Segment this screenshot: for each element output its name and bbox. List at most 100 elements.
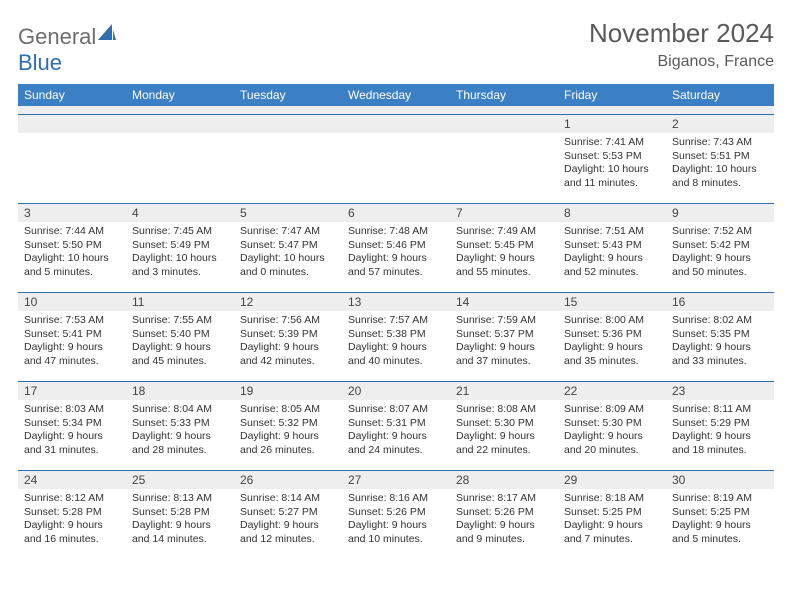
- brand-name-part1: General: [18, 24, 96, 49]
- day-number: 27: [342, 471, 450, 489]
- day-number: 3: [18, 204, 126, 222]
- day-cell: 28Sunrise: 8:17 AMSunset: 5:26 PMDayligh…: [450, 471, 558, 559]
- day-number: [126, 115, 234, 133]
- day-cell: 11Sunrise: 7:55 AMSunset: 5:40 PMDayligh…: [126, 293, 234, 381]
- day-details: Sunrise: 7:48 AMSunset: 5:46 PMDaylight:…: [342, 222, 450, 284]
- weekday-header: Thursday: [450, 84, 558, 106]
- weekday-header: Tuesday: [234, 84, 342, 106]
- day-cell: [342, 115, 450, 203]
- day-cell: 18Sunrise: 8:04 AMSunset: 5:33 PMDayligh…: [126, 382, 234, 470]
- day-details: Sunrise: 8:14 AMSunset: 5:27 PMDaylight:…: [234, 489, 342, 551]
- day-number: 11: [126, 293, 234, 311]
- spacer-row: [18, 106, 774, 114]
- day-number: 28: [450, 471, 558, 489]
- day-cell: [234, 115, 342, 203]
- day-details: Sunrise: 8:13 AMSunset: 5:28 PMDaylight:…: [126, 489, 234, 551]
- day-number: 4: [126, 204, 234, 222]
- day-details: Sunrise: 8:00 AMSunset: 5:36 PMDaylight:…: [558, 311, 666, 373]
- day-details: Sunrise: 7:47 AMSunset: 5:47 PMDaylight:…: [234, 222, 342, 284]
- day-cell: 10Sunrise: 7:53 AMSunset: 5:41 PMDayligh…: [18, 293, 126, 381]
- weekday-header: Saturday: [666, 84, 774, 106]
- day-number: 9: [666, 204, 774, 222]
- day-number: [18, 115, 126, 133]
- day-number: 26: [234, 471, 342, 489]
- weekday-header: Wednesday: [342, 84, 450, 106]
- day-cell: [126, 115, 234, 203]
- weeks-container: 1Sunrise: 7:41 AMSunset: 5:53 PMDaylight…: [18, 114, 774, 559]
- day-details: Sunrise: 7:49 AMSunset: 5:45 PMDaylight:…: [450, 222, 558, 284]
- day-details: Sunrise: 8:07 AMSunset: 5:31 PMDaylight:…: [342, 400, 450, 462]
- day-cell: 25Sunrise: 8:13 AMSunset: 5:28 PMDayligh…: [126, 471, 234, 559]
- day-number: 18: [126, 382, 234, 400]
- header: GeneralBlue November 2024 Biganos, Franc…: [18, 18, 774, 76]
- day-number: 17: [18, 382, 126, 400]
- day-cell: 5Sunrise: 7:47 AMSunset: 5:47 PMDaylight…: [234, 204, 342, 292]
- day-details: Sunrise: 7:53 AMSunset: 5:41 PMDaylight:…: [18, 311, 126, 373]
- day-number: [234, 115, 342, 133]
- day-number: 16: [666, 293, 774, 311]
- weekday-header: Friday: [558, 84, 666, 106]
- day-number: 22: [558, 382, 666, 400]
- day-cell: [18, 115, 126, 203]
- day-number: 21: [450, 382, 558, 400]
- day-details: Sunrise: 8:16 AMSunset: 5:26 PMDaylight:…: [342, 489, 450, 551]
- day-number: 10: [18, 293, 126, 311]
- day-details: Sunrise: 8:19 AMSunset: 5:25 PMDaylight:…: [666, 489, 774, 551]
- day-number: 12: [234, 293, 342, 311]
- day-details: Sunrise: 8:05 AMSunset: 5:32 PMDaylight:…: [234, 400, 342, 462]
- calendar: SundayMondayTuesdayWednesdayThursdayFrid…: [18, 84, 774, 559]
- brand-name: GeneralBlue: [18, 24, 116, 76]
- day-details: Sunrise: 8:04 AMSunset: 5:33 PMDaylight:…: [126, 400, 234, 462]
- day-cell: 20Sunrise: 8:07 AMSunset: 5:31 PMDayligh…: [342, 382, 450, 470]
- weekday-header: Monday: [126, 84, 234, 106]
- day-number: 5: [234, 204, 342, 222]
- title-block: November 2024 Biganos, France: [589, 18, 774, 71]
- day-details: Sunrise: 7:59 AMSunset: 5:37 PMDaylight:…: [450, 311, 558, 373]
- day-number: [342, 115, 450, 133]
- day-cell: 2Sunrise: 7:43 AMSunset: 5:51 PMDaylight…: [666, 115, 774, 203]
- day-number: 2: [666, 115, 774, 133]
- day-number: 1: [558, 115, 666, 133]
- day-cell: 8Sunrise: 7:51 AMSunset: 5:43 PMDaylight…: [558, 204, 666, 292]
- location: Biganos, France: [589, 53, 774, 71]
- day-details: Sunrise: 7:51 AMSunset: 5:43 PMDaylight:…: [558, 222, 666, 284]
- day-details: Sunrise: 7:44 AMSunset: 5:50 PMDaylight:…: [18, 222, 126, 284]
- day-number: 6: [342, 204, 450, 222]
- day-cell: 15Sunrise: 8:00 AMSunset: 5:36 PMDayligh…: [558, 293, 666, 381]
- day-details: Sunrise: 7:52 AMSunset: 5:42 PMDaylight:…: [666, 222, 774, 284]
- day-number: 8: [558, 204, 666, 222]
- day-cell: 27Sunrise: 8:16 AMSunset: 5:26 PMDayligh…: [342, 471, 450, 559]
- day-cell: 7Sunrise: 7:49 AMSunset: 5:45 PMDaylight…: [450, 204, 558, 292]
- day-number: 13: [342, 293, 450, 311]
- day-cell: [450, 115, 558, 203]
- day-cell: 22Sunrise: 8:09 AMSunset: 5:30 PMDayligh…: [558, 382, 666, 470]
- day-number: 24: [18, 471, 126, 489]
- month-title: November 2024: [589, 18, 774, 49]
- week-row: 17Sunrise: 8:03 AMSunset: 5:34 PMDayligh…: [18, 381, 774, 470]
- day-cell: 14Sunrise: 7:59 AMSunset: 5:37 PMDayligh…: [450, 293, 558, 381]
- day-cell: 30Sunrise: 8:19 AMSunset: 5:25 PMDayligh…: [666, 471, 774, 559]
- day-number: 19: [234, 382, 342, 400]
- day-number: [450, 115, 558, 133]
- week-row: 1Sunrise: 7:41 AMSunset: 5:53 PMDaylight…: [18, 114, 774, 203]
- day-details: Sunrise: 8:09 AMSunset: 5:30 PMDaylight:…: [558, 400, 666, 462]
- day-cell: 23Sunrise: 8:11 AMSunset: 5:29 PMDayligh…: [666, 382, 774, 470]
- week-row: 24Sunrise: 8:12 AMSunset: 5:28 PMDayligh…: [18, 470, 774, 559]
- day-number: 23: [666, 382, 774, 400]
- brand-name-part2: Blue: [18, 50, 62, 75]
- brand-logo: GeneralBlue: [18, 18, 116, 76]
- day-cell: 1Sunrise: 7:41 AMSunset: 5:53 PMDaylight…: [558, 115, 666, 203]
- day-number: 25: [126, 471, 234, 489]
- day-cell: 12Sunrise: 7:56 AMSunset: 5:39 PMDayligh…: [234, 293, 342, 381]
- day-details: Sunrise: 7:57 AMSunset: 5:38 PMDaylight:…: [342, 311, 450, 373]
- day-cell: 24Sunrise: 8:12 AMSunset: 5:28 PMDayligh…: [18, 471, 126, 559]
- day-cell: 17Sunrise: 8:03 AMSunset: 5:34 PMDayligh…: [18, 382, 126, 470]
- day-details: Sunrise: 8:02 AMSunset: 5:35 PMDaylight:…: [666, 311, 774, 373]
- week-row: 10Sunrise: 7:53 AMSunset: 5:41 PMDayligh…: [18, 292, 774, 381]
- week-row: 3Sunrise: 7:44 AMSunset: 5:50 PMDaylight…: [18, 203, 774, 292]
- day-cell: 3Sunrise: 7:44 AMSunset: 5:50 PMDaylight…: [18, 204, 126, 292]
- day-number: 29: [558, 471, 666, 489]
- weekday-header-row: SundayMondayTuesdayWednesdayThursdayFrid…: [18, 84, 774, 106]
- sail-icon: [98, 24, 116, 40]
- day-number: 20: [342, 382, 450, 400]
